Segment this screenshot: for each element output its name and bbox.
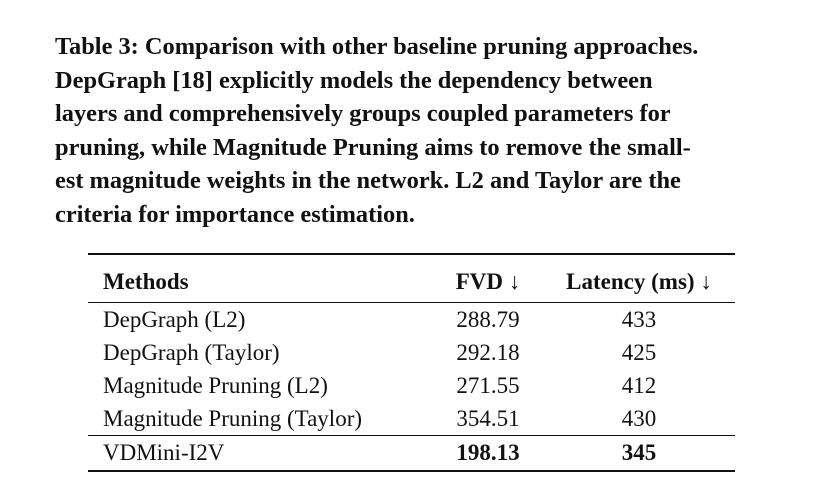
cell-method-ours: VDMini-I2V — [103, 440, 225, 465]
cell-fvd: 271.55 — [456, 373, 520, 398]
caption-line: layers and comprehensively groups couple… — [55, 100, 671, 127]
cell-latency: 430 — [621, 406, 657, 431]
cell-fvd-ours: 198.13 — [456, 440, 520, 465]
table-caption: Table 3: Comparison with other baseline … — [55, 30, 795, 231]
caption-line: est magnitude weights in the network. L2… — [55, 167, 681, 194]
table-header-row: Methods FVD ↓ Latency (ms) ↓ — [88, 254, 735, 303]
table-row: Magnitude Pruning (L2) 271.55 412 — [88, 369, 735, 402]
cell-fvd: 354.51 — [456, 406, 520, 431]
header-methods: Methods — [103, 269, 189, 294]
table-row-ours: VDMini-I2V 198.13 345 — [88, 435, 735, 471]
table-row: DepGraph (L2) 288.79 433 — [88, 303, 735, 337]
header-fvd: FVD ↓ — [455, 269, 521, 294]
cell-latency: 412 — [621, 373, 657, 398]
caption-line: Table 3: Comparison with other baseline … — [55, 33, 699, 60]
cell-method: Magnitude Pruning (Taylor) — [103, 406, 363, 431]
cell-method: DepGraph (L2) — [103, 307, 246, 332]
header-latency: Latency (ms) ↓ — [566, 269, 712, 294]
cell-latency: 425 — [621, 340, 657, 365]
cell-fvd: 292.18 — [456, 340, 520, 365]
cell-fvd: 288.79 — [456, 307, 520, 332]
caption-line: DepGraph [18] explicitly models the depe… — [55, 66, 653, 94]
cell-method: DepGraph (Taylor) — [103, 340, 280, 365]
table-row: Magnitude Pruning (Taylor) 354.51 430 — [88, 402, 735, 436]
cell-latency-ours: 345 — [621, 440, 657, 465]
comparison-table: Methods FVD ↓ Latency (ms) ↓ DepGraph (L… — [88, 253, 735, 472]
table-row: DepGraph (Taylor) 292.18 425 — [88, 336, 735, 369]
comparison-table-wrapper: Methods FVD ↓ Latency (ms) ↓ DepGraph (L… — [88, 253, 735, 472]
caption-line: pruning, while Magnitude Pruning aims to… — [55, 133, 691, 161]
cell-latency: 433 — [621, 307, 657, 332]
cell-method: Magnitude Pruning (L2) — [103, 373, 328, 398]
caption-line: criteria for importance estimation. — [55, 200, 415, 228]
